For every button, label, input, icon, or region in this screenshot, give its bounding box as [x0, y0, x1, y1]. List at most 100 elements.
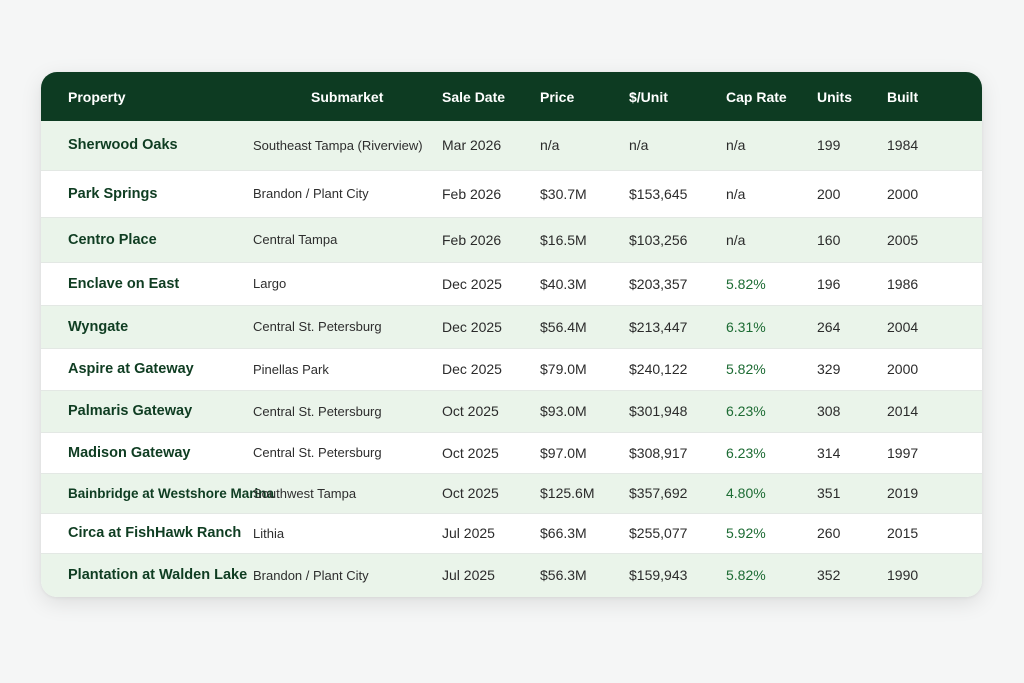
cell-submarket: Southwest Tampa: [253, 472, 442, 513]
cell-price: $66.3M: [540, 512, 629, 553]
cell-sale-date: Feb 2026: [442, 169, 540, 217]
cell-price: $40.3M: [540, 261, 629, 305]
column-header-submarket[interactable]: Submarket: [311, 88, 384, 105]
cell-cap-rate: 4.80%: [726, 472, 817, 513]
cell-units: 200: [817, 169, 887, 217]
cell-cap-rate: 6.23%: [726, 431, 817, 473]
cell-per-unit: $357,692: [629, 472, 726, 513]
cell-price: $30.7M: [540, 169, 629, 217]
cell-built: 1990: [887, 552, 982, 597]
table-header-row: Property Submarket Sale Date Price $/Uni…: [41, 72, 982, 121]
cell-price: $125.6M: [540, 472, 629, 513]
cell-cap-rate: n/a: [726, 216, 817, 262]
cell-property: Palmaris Gateway: [41, 389, 253, 432]
cell-sale-date: Mar 2026: [442, 137, 502, 154]
cell-sale-date: Oct 2025: [442, 472, 540, 513]
cell-price: $56.4M: [540, 304, 629, 348]
cell-units: 160: [817, 216, 887, 262]
column-header-built[interactable]: Built: [887, 88, 919, 105]
cell-submarket: Brandon / Plant City: [253, 169, 442, 217]
cell-units: 199: [817, 137, 841, 154]
table-row[interactable]: Sherwood Oaks Southeast Tampa (Riverview)…: [41, 121, 982, 170]
cell-units: 351: [817, 472, 887, 513]
cell-sale-date: Dec 2025: [442, 347, 540, 390]
table-row[interactable]: Madison Gateway Central St. Petersburg Oct…: [41, 431, 982, 473]
cell-submarket: Largo: [253, 261, 442, 305]
cell-sale-date: Jul 2025: [442, 512, 540, 553]
cell-units: 264: [817, 304, 887, 348]
cell-property: Centro Place: [41, 216, 253, 262]
cell-per-unit: $213,447: [629, 304, 726, 348]
cell-property: Madison Gateway: [41, 431, 253, 473]
cell-cap-rate: 6.23%: [726, 389, 817, 432]
cell-cap-rate: 5.82%: [726, 261, 817, 305]
column-header-price[interactable]: Price: [540, 88, 575, 105]
cell-submarket: Lithia: [253, 512, 442, 553]
cell-units: 260: [817, 512, 887, 553]
table-row[interactable]: Aspire at Gateway Pinellas Park Dec 2025 $7…: [41, 347, 982, 390]
cell-sale-date: Dec 2025: [442, 304, 540, 348]
table-row[interactable]: Park Springs Brandon / Plant City Feb 2026…: [41, 169, 982, 217]
cell-sale-date: Feb 2026: [442, 216, 540, 262]
table-row[interactable]: Bainbridge at Westshore Marina Southwest …: [41, 472, 982, 513]
cell-submarket: Southeast Tampa (Riverview): [253, 137, 423, 153]
cell-cap-rate: 6.31%: [726, 304, 817, 348]
cell-built: 2014: [887, 389, 982, 432]
cell-units: 352: [817, 552, 887, 597]
cell-submarket: Central Tampa: [253, 216, 442, 262]
cell-cap-rate: 5.92%: [726, 512, 817, 553]
sales-comps-table-card: Property Submarket Sale Date Price $/Uni…: [41, 72, 982, 597]
cell-built: 2000: [887, 169, 982, 217]
cell-per-unit: $255,077: [629, 512, 726, 553]
column-header-units[interactable]: Units: [817, 88, 852, 105]
table-row[interactable]: Wyngate Central St. Petersburg Dec 2025 $56…: [41, 304, 982, 348]
cell-price: $16.5M: [540, 216, 629, 262]
cell-per-unit: $159,943: [629, 552, 726, 597]
cell-submarket: Central St. Petersburg: [253, 389, 442, 432]
cell-property: Park Springs: [41, 169, 253, 217]
cell-price: $79.0M: [540, 347, 629, 390]
column-header-property[interactable]: Property: [68, 88, 126, 105]
table-row[interactable]: Enclave on East Largo Dec 2025 $40.3M $203,3…: [41, 261, 982, 305]
column-header-cap-rate[interactable]: Cap Rate: [726, 88, 787, 105]
cell-submarket: Central St. Petersburg: [253, 431, 442, 473]
cell-property: Aspire at Gateway: [41, 347, 253, 390]
cell-per-unit: $308,917: [629, 431, 726, 473]
table-row[interactable]: Circa at FishHawk Ranch Lithia Jul 2025 $66…: [41, 512, 982, 553]
cell-cap-rate: n/a: [726, 169, 817, 217]
cell-built: 2019: [887, 472, 982, 513]
cell-sale-date: Oct 2025: [442, 431, 540, 473]
cell-price: $56.3M: [540, 552, 629, 597]
column-header-per-unit[interactable]: $/Unit: [629, 88, 668, 105]
cell-built: 1984: [887, 137, 919, 154]
cell-cap-rate: 5.82%: [726, 347, 817, 390]
cell-units: 308: [817, 389, 887, 432]
cell-built: 2005: [887, 216, 982, 262]
cell-submarket: Pinellas Park: [253, 347, 442, 390]
cell-per-unit: $103,256: [629, 216, 726, 262]
sales-comps-table: Property Submarket Sale Date Price $/Uni…: [41, 72, 982, 597]
cell-per-unit: n/a: [629, 137, 649, 154]
cell-built: 1997: [887, 431, 982, 473]
cell-submarket: Central St. Petersburg: [253, 304, 442, 348]
column-header-sale-date[interactable]: Sale Date: [442, 88, 506, 105]
cell-units: 329: [817, 347, 887, 390]
cell-built: 2015: [887, 512, 982, 553]
cell-built: 1986: [887, 261, 982, 305]
cell-per-unit: $240,122: [629, 347, 726, 390]
cell-built: 2000: [887, 347, 982, 390]
cell-price: $97.0M: [540, 431, 629, 473]
table-row[interactable]: Centro Place Central Tampa Feb 2026 $16.5M $…: [41, 216, 982, 262]
cell-built: 2004: [887, 304, 982, 348]
cell-units: 196: [817, 261, 887, 305]
table-row[interactable]: Palmaris Gateway Central St. Petersburg Oc…: [41, 389, 982, 432]
cell-property: Sherwood Oaks: [68, 137, 178, 154]
table-row[interactable]: Plantation at Walden Lake Brandon / Plant…: [41, 552, 982, 597]
cell-sale-date: Oct 2025: [442, 389, 540, 432]
cell-sale-date: Jul 2025: [442, 552, 540, 597]
cell-submarket: Brandon / Plant City: [253, 552, 442, 597]
cell-per-unit: $301,948: [629, 389, 726, 432]
cell-property: Plantation at Walden Lake: [41, 552, 253, 597]
cell-property: Wyngate: [41, 304, 253, 348]
cell-cap-rate: 5.82%: [726, 552, 817, 597]
